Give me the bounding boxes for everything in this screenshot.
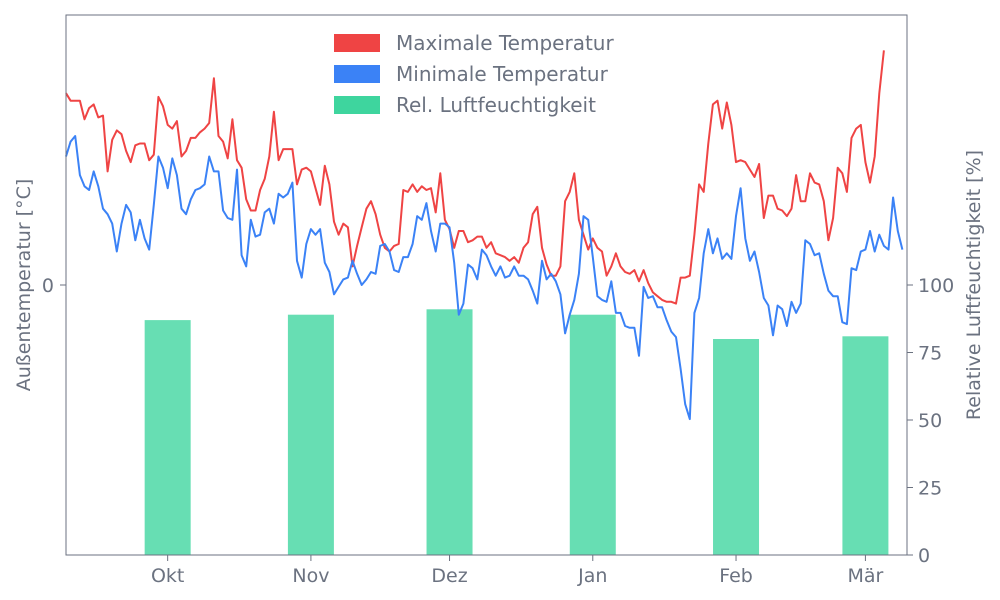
legend-item-max-label: Maximale Temperatur [396, 31, 614, 55]
y-right-tick-label: 0 [918, 545, 930, 567]
humidity-bar-4 [569, 314, 616, 555]
humidity-bar-5 [713, 339, 760, 555]
humidity-bars [144, 309, 889, 555]
x-tick-label: Dez [431, 565, 467, 587]
y-right-tick-label: 75 [918, 343, 942, 365]
x-tick-label: Mär [847, 565, 883, 587]
y-left-tick-label: 0 [42, 275, 54, 297]
y-right-tick-label: 100 [918, 275, 954, 297]
y-right-tick-label: 25 [918, 478, 942, 500]
y-axis-right-label: Relative Luftfeuchtigkeit [%] [963, 150, 985, 420]
humidity-bar-3 [426, 309, 473, 555]
series-line-min [65, 135, 904, 421]
x-tick-label: Okt [151, 565, 184, 587]
x-tick-label: Jan [577, 565, 607, 587]
legend-item-humidity-label: Rel. Luftfeuchtigkeit [396, 93, 596, 117]
y-axis-left-label: Außentemperatur [°C] [13, 179, 35, 392]
legend-item-min-label: Minimale Temperatur [396, 62, 609, 86]
legend-item-max-swatch [334, 34, 380, 52]
temperature-lines [65, 50, 904, 421]
legend-item-humidity-swatch [334, 96, 380, 114]
x-axis: Okt Nov Dez Jan Feb Mär [151, 555, 884, 587]
series-line-max [65, 50, 885, 305]
y-right-tick-label: 50 [918, 410, 942, 432]
legend: Maximale Temperatur Minimale Temperatur Re… [334, 31, 614, 117]
humidity-bar-6 [842, 336, 889, 555]
legend-item-min-swatch [334, 65, 380, 83]
x-tick-label: Nov [292, 565, 329, 587]
y-axis-right: 0 25 50 75 100 [907, 275, 954, 567]
humidity-bar-1 [144, 320, 191, 555]
y-axis-left: 0 [42, 275, 66, 297]
x-tick-label: Feb [719, 565, 753, 587]
humidity-bar-2 [287, 314, 334, 555]
